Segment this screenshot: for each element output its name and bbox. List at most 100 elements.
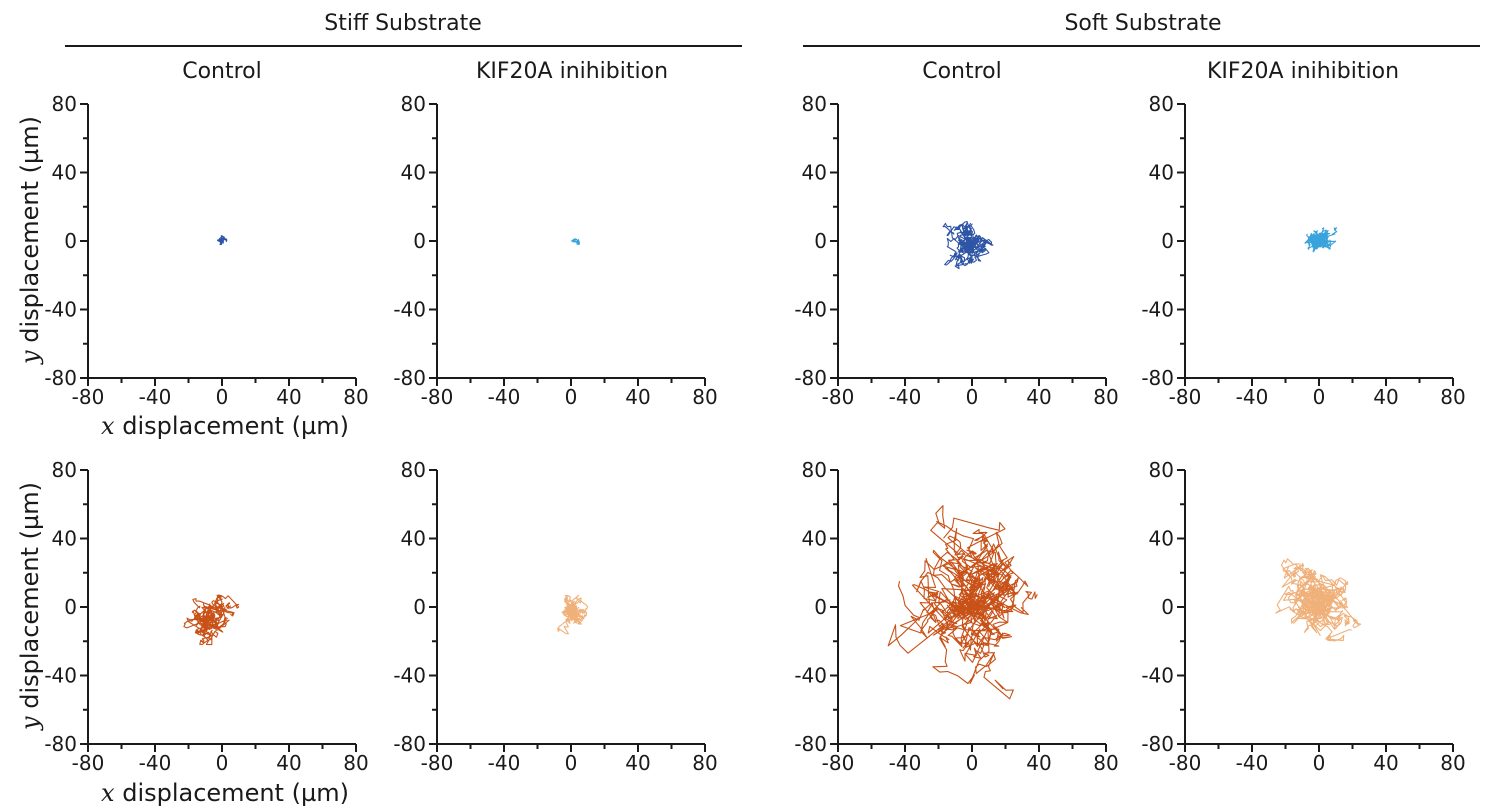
panel-2-1: -80 -40 0 40 80 -80 -40 0 40 80	[44, 458, 368, 775]
panel-2-4: -80 -40 0 40 80 -80 -40 0 40 80	[1141, 458, 1465, 775]
x-tick-label: 80	[1093, 751, 1118, 775]
y-tick-label: -40	[44, 664, 77, 688]
y-tick-label: 80	[401, 92, 426, 116]
y-tick-label: 40	[401, 161, 426, 185]
x-tick-label: -40	[139, 385, 172, 409]
panel-2-2: -80 -40 0 40 80 -80 -40 0 40 80	[393, 458, 717, 775]
y-tick-label: -40	[44, 298, 77, 322]
group-title-soft: Soft Substrate	[1064, 11, 1221, 36]
panel-1-1: -80 -40 0 40 80 -80 -40 0 40 80	[44, 92, 368, 409]
x-tick-label: -40	[1236, 751, 1269, 775]
x-tick-label: 40	[1373, 385, 1398, 409]
x-tick-label: 0	[1313, 385, 1326, 409]
y-tick-label: 0	[413, 595, 426, 619]
y-tick-label: -40	[1141, 664, 1174, 688]
y-tick-label: 0	[814, 595, 827, 619]
y-tick-label: 80	[1149, 458, 1174, 482]
trajectory-lines	[1304, 227, 1338, 253]
column-title-stiff-kif: KIF20A inihibition	[476, 59, 668, 84]
x-tick-label: 80	[692, 385, 717, 409]
panel-1-2: -80 -40 0 40 80 -80 -40 0 40 80	[393, 92, 717, 409]
y-tick-label: -80	[1141, 366, 1174, 390]
x-tick-label: 0	[216, 751, 229, 775]
x-tick-label: -80	[1169, 385, 1202, 409]
x-tick-label: -80	[822, 751, 855, 775]
x-tick-label: 80	[1093, 385, 1118, 409]
x-axis-title-row2: x displacement (µm)	[101, 779, 349, 807]
y-tick-label: -40	[393, 664, 426, 688]
group-title-stiff: Stiff Substrate	[324, 11, 482, 36]
y-tick-label: -80	[44, 732, 77, 756]
y-tick-label: 40	[401, 527, 426, 551]
x-tick-label: 80	[692, 751, 717, 775]
y-tick-label: -80	[393, 732, 426, 756]
y-tick-label: -80	[794, 366, 827, 390]
trajectory-lines	[942, 220, 994, 270]
x-tick-label: 0	[966, 385, 979, 409]
panel-1-3: -80 -40 0 40 80 -80 -40 0 40 80	[794, 92, 1118, 409]
trajectory-lines	[216, 235, 228, 246]
trajectory-lines	[570, 238, 580, 246]
x-tick-label: 0	[1313, 751, 1326, 775]
x-tick-label: -40	[139, 751, 172, 775]
x-tick-label: 80	[1440, 751, 1465, 775]
y-tick-label: -80	[44, 366, 77, 390]
x-tick-label: 40	[625, 751, 650, 775]
x-tick-label: 0	[966, 751, 979, 775]
y-tick-label: 40	[1149, 161, 1174, 185]
x-tick-label: -80	[421, 385, 454, 409]
y-tick-label: 80	[401, 458, 426, 482]
x-axis-title-row1: x displacement (µm)	[101, 412, 349, 440]
trajectory-lines	[557, 594, 588, 635]
x-tick-label: -80	[822, 385, 855, 409]
y-axis-title-row2: y displacement (µm)	[16, 482, 44, 731]
x-tick-label: 40	[625, 385, 650, 409]
x-tick-label: -40	[1236, 385, 1269, 409]
y-tick-label: 0	[413, 229, 426, 253]
y-tick-label: -80	[1141, 732, 1174, 756]
y-tick-label: 40	[52, 527, 77, 551]
panel-2-3: -80 -40 0 40 80 -80 -40 0 40 80	[794, 458, 1118, 775]
column-title-soft-kif: KIF20A inihibition	[1207, 59, 1399, 84]
panel-1-4: -80 -40 0 40 80 -80 -40 0 40 80	[1141, 92, 1465, 409]
x-tick-label: -40	[488, 751, 521, 775]
y-tick-label: -40	[794, 664, 827, 688]
y-tick-label: 80	[802, 458, 827, 482]
column-title-stiff-control: Control	[182, 59, 262, 84]
y-tick-label: -80	[393, 366, 426, 390]
x-tick-label: -40	[488, 385, 521, 409]
x-tick-label: 80	[343, 751, 368, 775]
y-tick-label: 0	[1161, 595, 1174, 619]
y-tick-label: 40	[802, 161, 827, 185]
y-tick-label: 80	[52, 458, 77, 482]
x-tick-label: -40	[889, 751, 922, 775]
y-tick-label: 80	[1149, 92, 1174, 116]
x-tick-label: 0	[565, 751, 578, 775]
y-tick-label: 0	[814, 229, 827, 253]
x-tick-label: 80	[1440, 385, 1465, 409]
x-tick-label: -40	[889, 385, 922, 409]
y-tick-label: -80	[794, 732, 827, 756]
x-tick-label: 40	[276, 385, 301, 409]
panels: -80 -40 0 40 80 -80 -40 0 40 80 -80 -40 0 40 80 -80 -40 0…	[44, 92, 1465, 775]
y-tick-label: 80	[52, 92, 77, 116]
y-tick-label: -40	[794, 298, 827, 322]
column-title-soft-control: Control	[922, 59, 1002, 84]
x-tick-label: 80	[343, 385, 368, 409]
y-tick-label: 40	[802, 527, 827, 551]
y-tick-label: 0	[64, 229, 77, 253]
x-tick-label: 40	[1026, 751, 1051, 775]
trajectory-lines	[1275, 558, 1362, 642]
y-tick-label: -40	[1141, 298, 1174, 322]
trajectory-lines	[887, 505, 1038, 700]
x-tick-label: -80	[72, 751, 105, 775]
y-axis-title-row1: y displacement (µm)	[16, 116, 44, 365]
trajectory-lines	[183, 594, 240, 646]
x-tick-label: 40	[1026, 385, 1051, 409]
x-tick-label: 40	[1373, 751, 1398, 775]
y-tick-label: 0	[1161, 229, 1174, 253]
y-tick-label: 80	[802, 92, 827, 116]
x-tick-label: -80	[72, 385, 105, 409]
x-tick-label: -80	[1169, 751, 1202, 775]
